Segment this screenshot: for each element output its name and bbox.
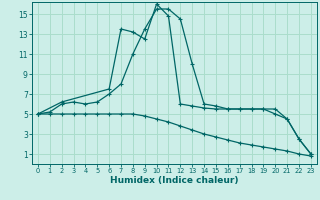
X-axis label: Humidex (Indice chaleur): Humidex (Indice chaleur) — [110, 176, 239, 185]
